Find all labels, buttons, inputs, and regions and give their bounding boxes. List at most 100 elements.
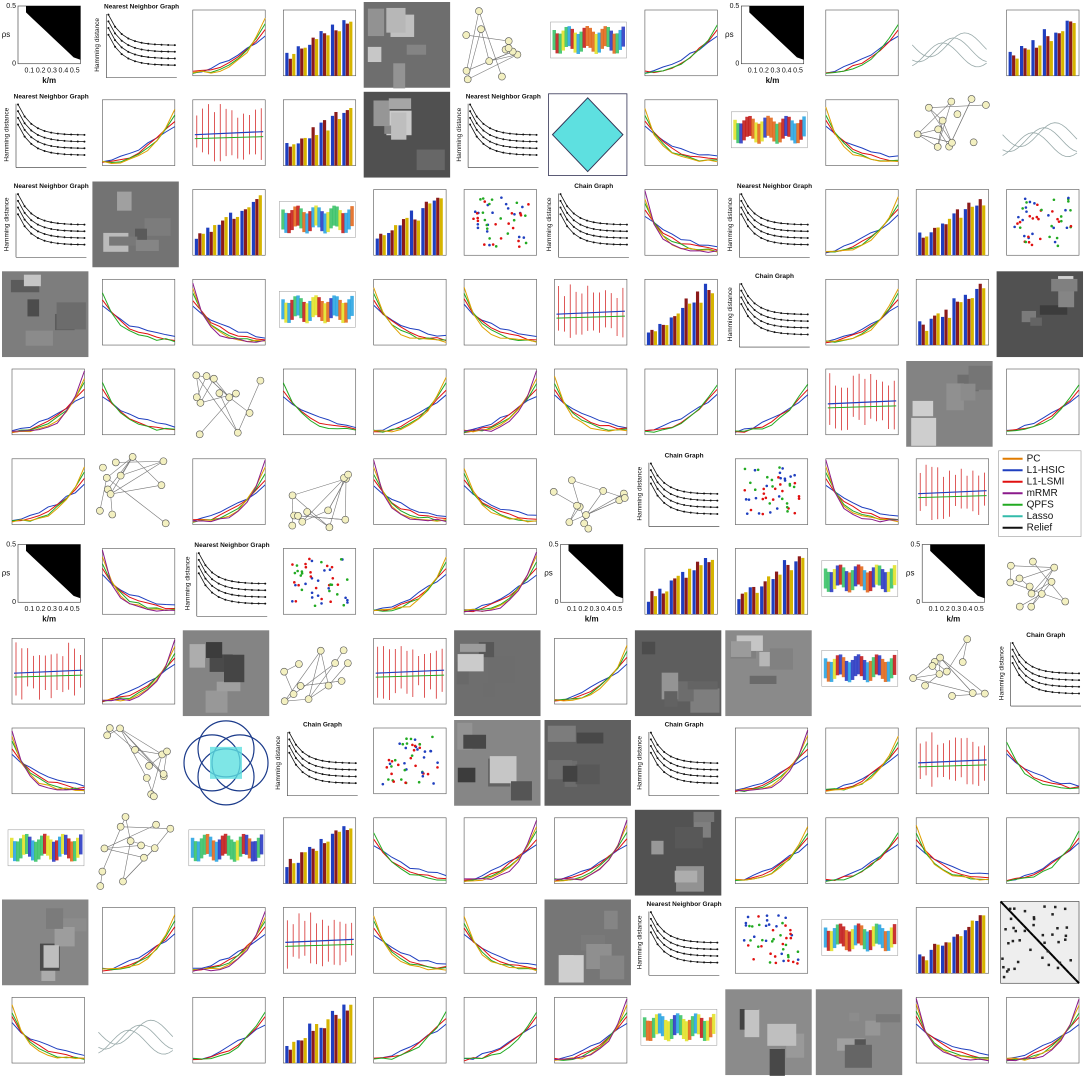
volume-strip [675, 1013, 680, 1034]
plot-frame [192, 189, 266, 256]
volume-strip [61, 833, 65, 854]
marker [773, 221, 776, 224]
scatter-point [780, 497, 784, 501]
matrix-dot [1065, 926, 1069, 929]
thumbnail [192, 371, 265, 439]
marker [508, 139, 511, 142]
node [1029, 557, 1037, 566]
marker [515, 133, 518, 136]
thumbnail [373, 727, 447, 795]
marker [264, 589, 267, 592]
volume-strip [332, 295, 336, 316]
volume-strip [609, 30, 613, 51]
node [958, 658, 967, 666]
edge [480, 29, 490, 62]
scatter-point [1038, 237, 1042, 241]
bar [337, 119, 341, 166]
marker [709, 954, 712, 957]
volume-strip [835, 924, 840, 945]
edge [939, 657, 973, 694]
matrix-dot [1041, 933, 1045, 937]
matrix-dot [1032, 916, 1036, 919]
photo-detail [844, 1044, 872, 1068]
marker [224, 592, 227, 595]
scatter-point [416, 748, 419, 751]
volume-strip [648, 1020, 653, 1041]
node [938, 116, 947, 125]
node [462, 67, 471, 75]
marker [740, 199, 743, 202]
thumbnail [192, 458, 266, 525]
marker [535, 140, 538, 143]
marker [676, 502, 679, 505]
marker [689, 491, 692, 494]
curve [192, 459, 266, 523]
photo-detail [367, 8, 385, 37]
volume-strip [880, 658, 885, 679]
scatter-point [773, 487, 777, 491]
curve [102, 653, 176, 702]
node [140, 853, 148, 862]
volume-strip [256, 837, 261, 858]
scatter-point [515, 201, 519, 205]
heatmap-region [26, 6, 81, 60]
scatter-point [293, 571, 297, 575]
thumbnail [282, 548, 357, 615]
volume-strip [823, 927, 828, 948]
heatmap-region [749, 6, 804, 60]
volume-strip [323, 303, 327, 324]
volume-strip [892, 565, 897, 586]
marker [1031, 665, 1034, 668]
marker [669, 934, 672, 937]
curve [373, 920, 447, 970]
marker [120, 53, 123, 56]
marker [211, 571, 214, 574]
node [192, 393, 201, 402]
marker [683, 945, 686, 948]
marker [1024, 661, 1027, 664]
bar [936, 313, 940, 346]
scatter-point [765, 475, 769, 479]
volume-strip [323, 213, 327, 234]
curve [740, 290, 808, 322]
volume-strip [311, 207, 315, 228]
scatter-point [488, 243, 491, 247]
scatter-point [779, 933, 782, 937]
curve [825, 292, 899, 343]
plot-frame [1006, 368, 1080, 436]
x-tick-label: 0.4 [963, 606, 973, 613]
bar [288, 146, 292, 166]
plot-frame [373, 278, 447, 346]
plot-frame [102, 637, 176, 705]
marker [1044, 676, 1047, 679]
matrix-dot [1041, 956, 1044, 960]
bar [936, 944, 940, 974]
bar [699, 302, 703, 346]
edge [306, 511, 330, 528]
scatter-point [1018, 220, 1022, 224]
bar [342, 20, 346, 76]
curve [825, 753, 899, 791]
curve [11, 730, 85, 791]
thumbnail: 0.1 0.2 0.3 0.4 0.500.5k/mρs [2, 3, 81, 85]
thumbnail [644, 278, 718, 346]
plot-frame [11, 727, 85, 795]
curve [464, 574, 537, 611]
photo-detail [384, 125, 396, 134]
photo-detail [216, 681, 241, 692]
marker [599, 235, 602, 238]
marker [56, 242, 59, 245]
bar [967, 926, 971, 974]
volume-strip [874, 564, 879, 585]
scatter-point [1023, 197, 1027, 201]
plot-frame [463, 817, 537, 884]
matrix-dot [1011, 939, 1015, 943]
volume-strip [338, 210, 342, 231]
curve [192, 920, 266, 971]
edge [1031, 581, 1052, 594]
plot-frame [1006, 727, 1080, 795]
scatter-point [786, 953, 790, 957]
bar [300, 1040, 304, 1064]
scatter-point [788, 484, 792, 487]
